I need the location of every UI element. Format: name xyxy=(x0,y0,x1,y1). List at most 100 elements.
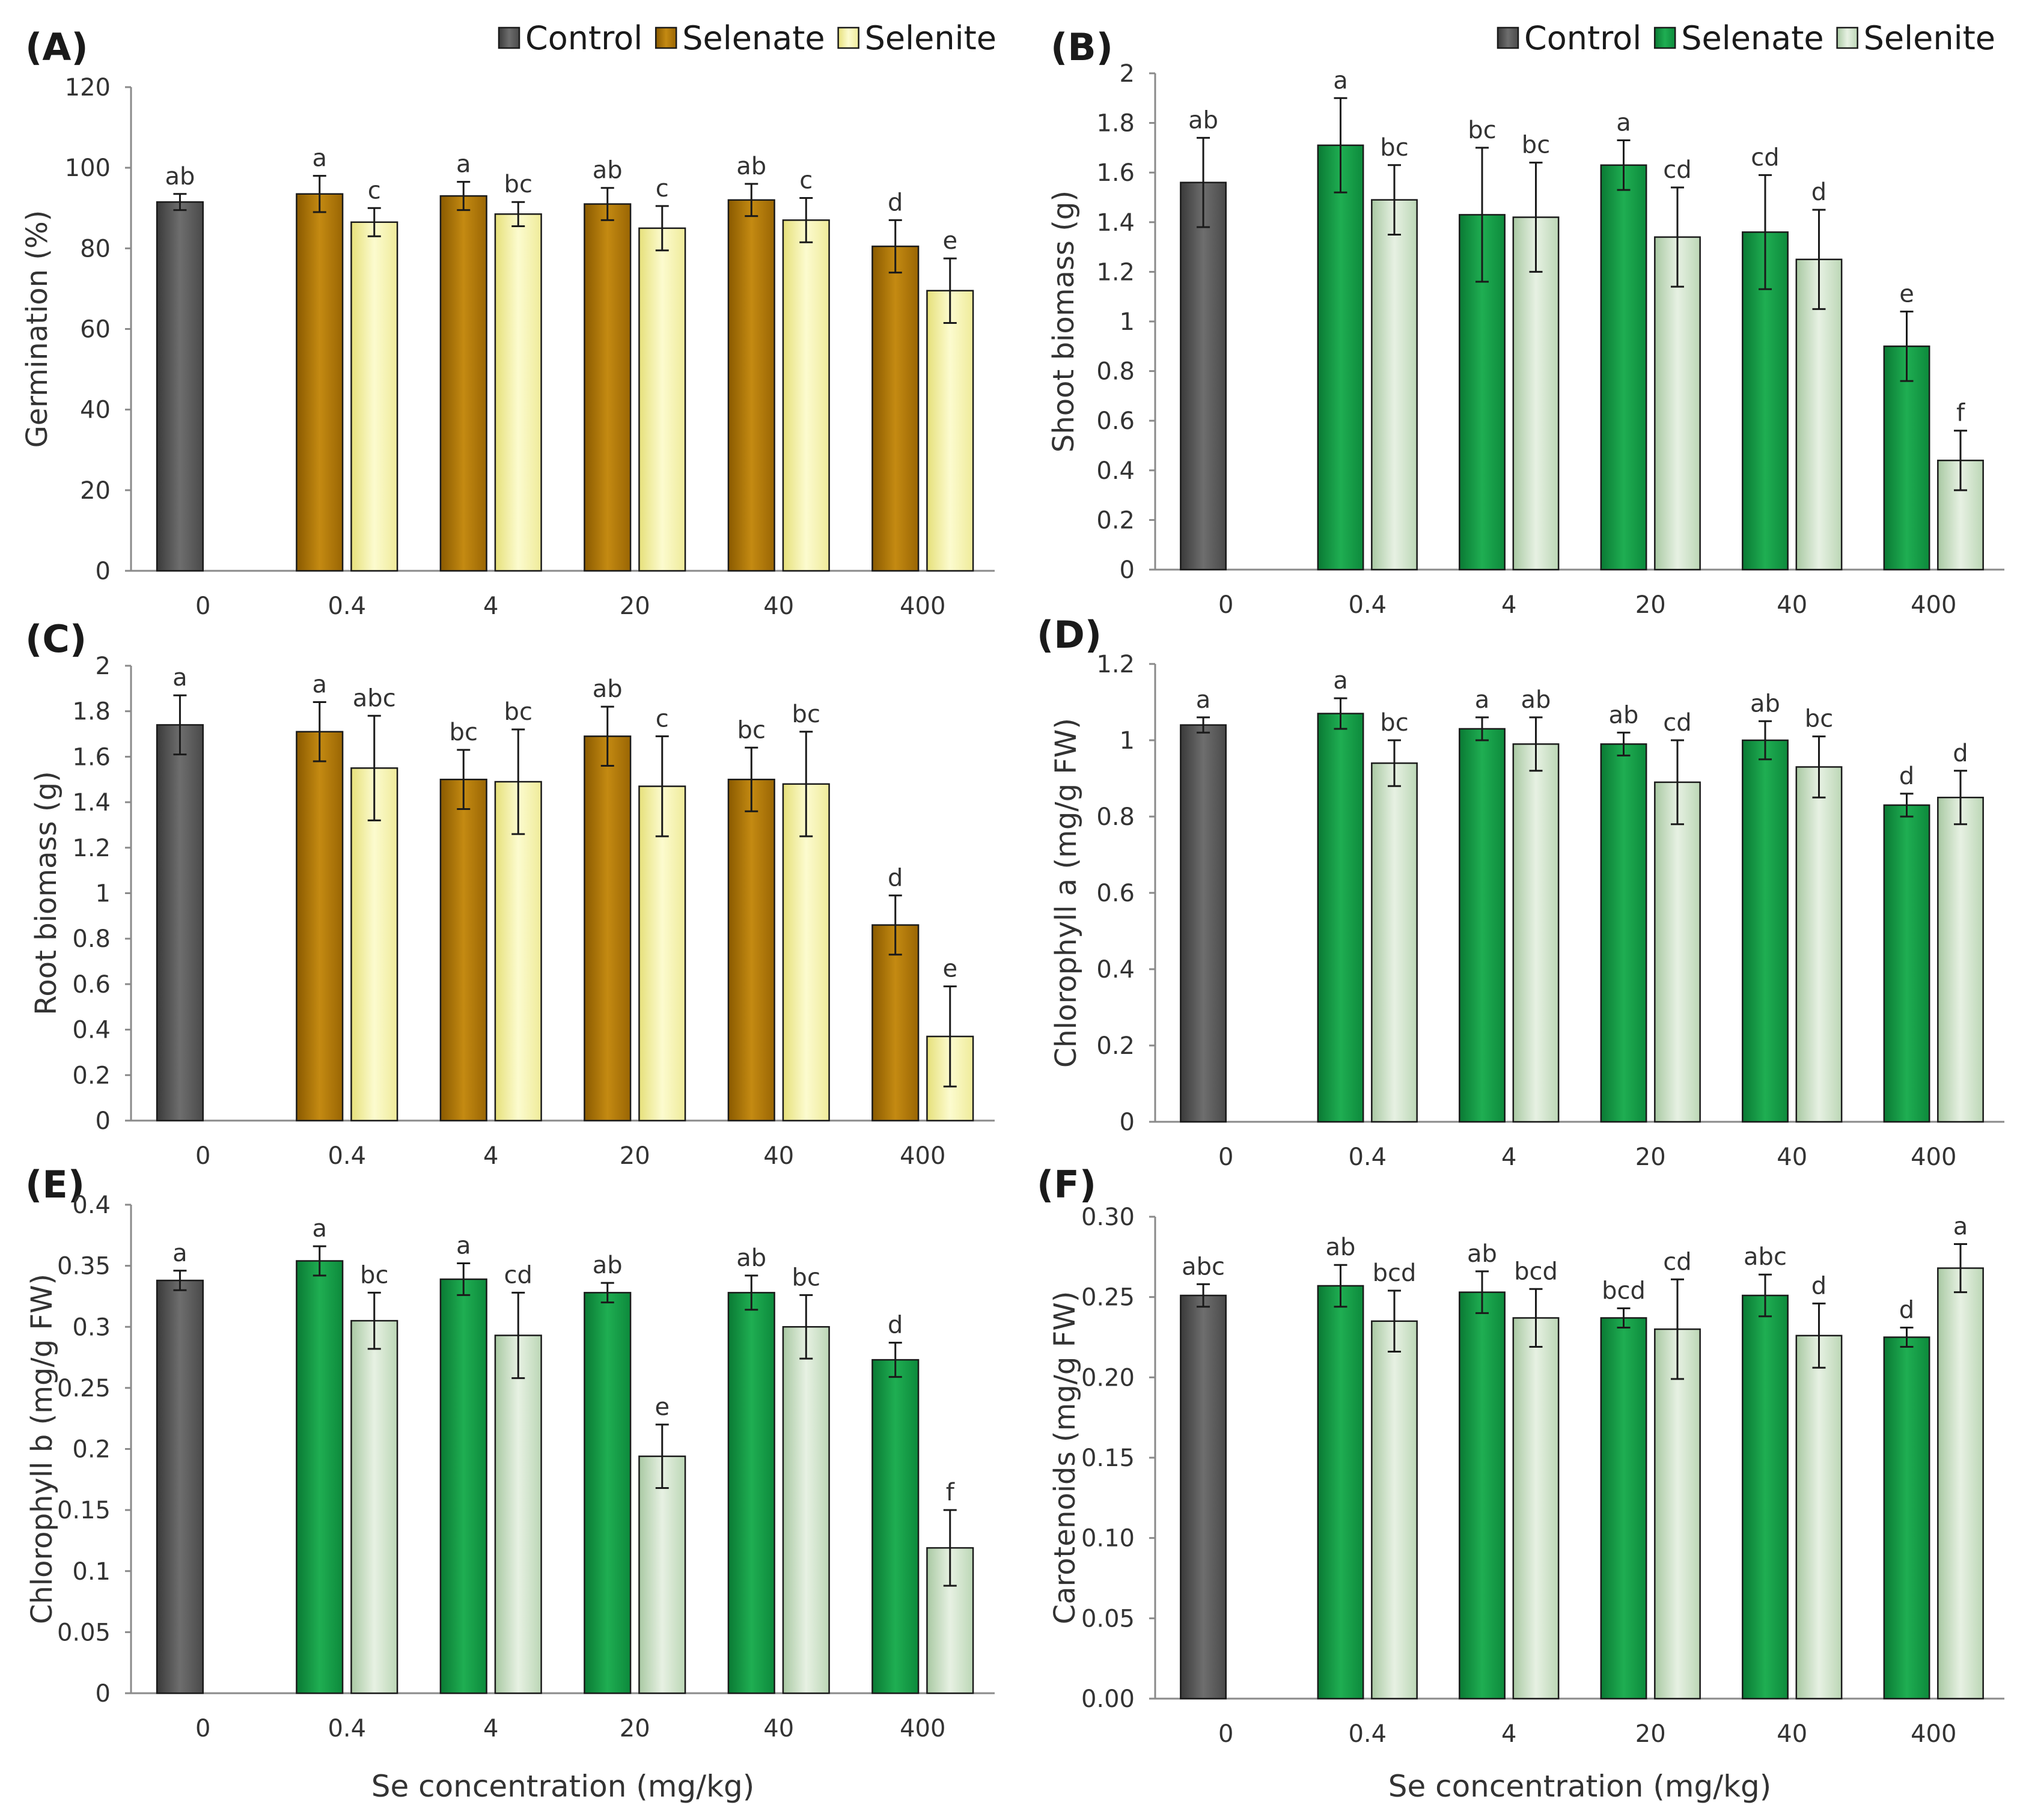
y-tick-label: 0 xyxy=(96,1680,111,1708)
bar-selenate xyxy=(1742,739,1789,1123)
bar-selenite xyxy=(350,1319,398,1694)
x-tick-label: 0.4 xyxy=(1348,1720,1387,1748)
significance-letter: a xyxy=(312,1215,327,1243)
bar-selenate xyxy=(871,1359,920,1694)
bar-selenate xyxy=(439,1278,487,1694)
bar-selenite xyxy=(1512,1317,1560,1700)
bar-selenate xyxy=(727,1292,775,1694)
bar-selenate xyxy=(727,779,775,1122)
x-tick-label: 20 xyxy=(1635,1720,1666,1748)
y-tick-label: 80 xyxy=(80,235,111,263)
y-tick-label: 60 xyxy=(80,316,111,344)
bar-selenate xyxy=(1600,743,1647,1123)
panel-label: (E) xyxy=(25,1163,85,1207)
y-tick-label: 1.2 xyxy=(72,835,111,862)
bar-selenite xyxy=(1654,781,1701,1123)
significance-letter: a xyxy=(456,1232,471,1260)
y-tick-label: 1.8 xyxy=(72,698,111,726)
y-tick-label: 0.05 xyxy=(1081,1605,1135,1633)
x-tick-label: 400 xyxy=(900,1142,945,1170)
y-tick-label: 1 xyxy=(96,880,111,908)
bar-selenate xyxy=(1317,713,1364,1123)
y-tick-label: 0.8 xyxy=(1096,803,1135,831)
significance-letter: bcd xyxy=(1514,1258,1558,1285)
bar-selenite xyxy=(1795,766,1843,1123)
bar-selenite xyxy=(350,221,398,572)
significance-letter: ab xyxy=(1609,701,1639,729)
significance-letter: d xyxy=(1899,1296,1914,1324)
x-tick-label: 0.4 xyxy=(328,1715,366,1742)
x-tick-label: 0.4 xyxy=(1348,591,1387,619)
x-tick-label: 4 xyxy=(483,1142,498,1170)
bar-selenate xyxy=(1317,144,1364,571)
significance-letter: bc xyxy=(1805,705,1833,733)
bar-selenate xyxy=(1459,728,1506,1123)
y-tick-label: 0.25 xyxy=(1081,1284,1135,1312)
significance-letter: bc xyxy=(792,701,820,728)
significance-letter: bc xyxy=(504,698,532,726)
bar-selenate xyxy=(871,245,920,572)
significance-letter: cd xyxy=(504,1261,532,1289)
y-tick-label: 1.4 xyxy=(1096,209,1135,237)
significance-letter: abc xyxy=(1182,1253,1225,1280)
y-tick-label: 0.25 xyxy=(57,1375,111,1402)
significance-letter: abc xyxy=(353,684,396,712)
bar-selenite xyxy=(782,1326,830,1694)
bar-selenite xyxy=(1937,797,1984,1123)
x-tick-label: 20 xyxy=(1635,1143,1666,1171)
x-tick-label: 400 xyxy=(1911,591,1956,619)
significance-letter: bc xyxy=(792,1264,820,1291)
x-tick-label: 20 xyxy=(1635,591,1666,619)
y-tick-label: 1 xyxy=(1120,727,1135,755)
panel-F: (F) 0.00 0.05 0.10 0.15 0.20 0.25 0.30 Carotenoi… xyxy=(1037,1163,2004,1804)
bar-selenate xyxy=(727,199,775,572)
significance-letter: a xyxy=(1333,67,1348,94)
y-tick-label: 0.10 xyxy=(1081,1525,1135,1553)
y-tick-label: 0.20 xyxy=(1081,1364,1135,1392)
x-tick-label: 0.4 xyxy=(328,592,366,620)
bar-control xyxy=(156,201,204,572)
significance-letter: d xyxy=(1953,740,1968,767)
legend-label-selenite: Selenite xyxy=(1864,19,1995,57)
panel-label: (F) xyxy=(1037,1163,1096,1207)
significance-letter: e xyxy=(942,955,957,983)
x-tick-label: 40 xyxy=(763,1142,794,1170)
x-tick-label: 40 xyxy=(1777,591,1807,619)
x-tick-label: 40 xyxy=(763,1715,794,1742)
panel-B: (B) 0 0.2 0.4 0.6 0.8 1 1.2 1.4 1.6 1.8 2 Shoot biom… xyxy=(1047,19,2004,619)
significance-letter: e xyxy=(942,227,957,255)
significance-letter: a xyxy=(1475,686,1490,714)
significance-letter: bc xyxy=(1380,134,1408,162)
x-axis-title: Se concentration (mg/kg) xyxy=(1388,1769,1772,1804)
y-tick-label: 0.6 xyxy=(1096,407,1135,435)
y-tick-label: 0.30 xyxy=(1081,1204,1135,1231)
bar-selenite xyxy=(638,1455,686,1694)
significance-letter: a xyxy=(172,1240,188,1267)
x-tick-label: 4 xyxy=(1501,1720,1516,1748)
significance-letter: cd xyxy=(1663,1248,1691,1276)
significance-letter: f xyxy=(1956,400,1965,427)
y-tick-label: 0.6 xyxy=(72,971,111,999)
significance-letter: d xyxy=(888,864,903,892)
y-tick-label: 0.2 xyxy=(72,1436,111,1464)
y-tick-label: 0 xyxy=(96,1107,111,1135)
legend-label-selenite: Selenite xyxy=(865,19,996,57)
x-tick-label: 20 xyxy=(620,1142,650,1170)
significance-letter: ab xyxy=(593,157,623,184)
bar-selenite xyxy=(1795,258,1843,571)
y-tick-label: 1.2 xyxy=(1096,651,1135,678)
panel-label: (D) xyxy=(1037,613,1102,657)
significance-letter: abc xyxy=(1744,1243,1787,1271)
x-tick-label: 20 xyxy=(620,592,650,620)
bar-selenate xyxy=(584,203,632,572)
significance-letter: c xyxy=(656,175,669,202)
significance-letter: ab xyxy=(593,1252,623,1279)
bar-selenate xyxy=(1459,1291,1506,1700)
legend-label-selenate: Selenate xyxy=(682,19,825,57)
significance-letter: ab xyxy=(1188,106,1218,134)
significance-letter: cd xyxy=(1663,156,1691,184)
y-tick-label: 1.4 xyxy=(72,789,111,817)
significance-letter: a xyxy=(1953,1213,1968,1240)
bar-selenite xyxy=(494,213,542,572)
x-tick-label: 400 xyxy=(1911,1143,1956,1171)
